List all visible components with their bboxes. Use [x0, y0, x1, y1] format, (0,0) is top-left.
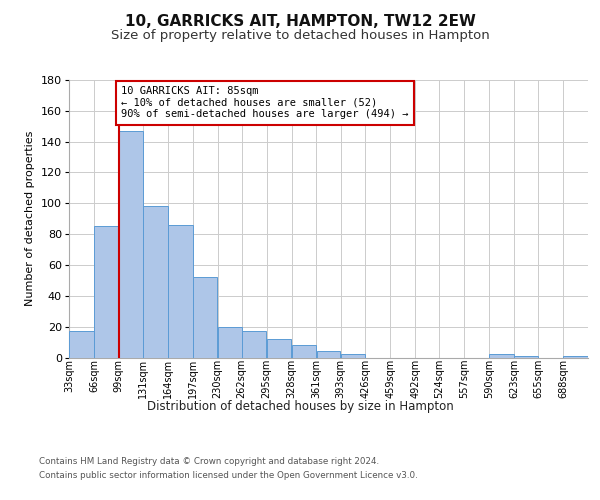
Bar: [242, 332, 266, 357]
Bar: [292, 345, 316, 358]
Bar: [168, 225, 193, 358]
Text: Contains HM Land Registry data © Crown copyright and database right 2024.: Contains HM Land Registry data © Crown c…: [39, 458, 379, 466]
Bar: [317, 352, 340, 358]
Text: Contains public sector information licensed under the Open Government Licence v3: Contains public sector information licen…: [39, 471, 418, 480]
Y-axis label: Number of detached properties: Number of detached properties: [25, 131, 35, 306]
Bar: [218, 326, 242, 358]
Bar: [490, 354, 514, 358]
Bar: [341, 354, 365, 358]
Bar: [193, 278, 217, 357]
Bar: [119, 131, 143, 358]
Text: Size of property relative to detached houses in Hampton: Size of property relative to detached ho…: [110, 29, 490, 42]
Bar: [514, 356, 538, 358]
Bar: [94, 226, 119, 358]
Bar: [69, 332, 94, 357]
Text: Distribution of detached houses by size in Hampton: Distribution of detached houses by size …: [146, 400, 454, 413]
Bar: [267, 339, 292, 357]
Bar: [143, 206, 167, 358]
Text: 10, GARRICKS AIT, HAMPTON, TW12 2EW: 10, GARRICKS AIT, HAMPTON, TW12 2EW: [125, 14, 475, 29]
Bar: [563, 356, 588, 358]
Text: 10 GARRICKS AIT: 85sqm
← 10% of detached houses are smaller (52)
90% of semi-det: 10 GARRICKS AIT: 85sqm ← 10% of detached…: [121, 86, 409, 120]
